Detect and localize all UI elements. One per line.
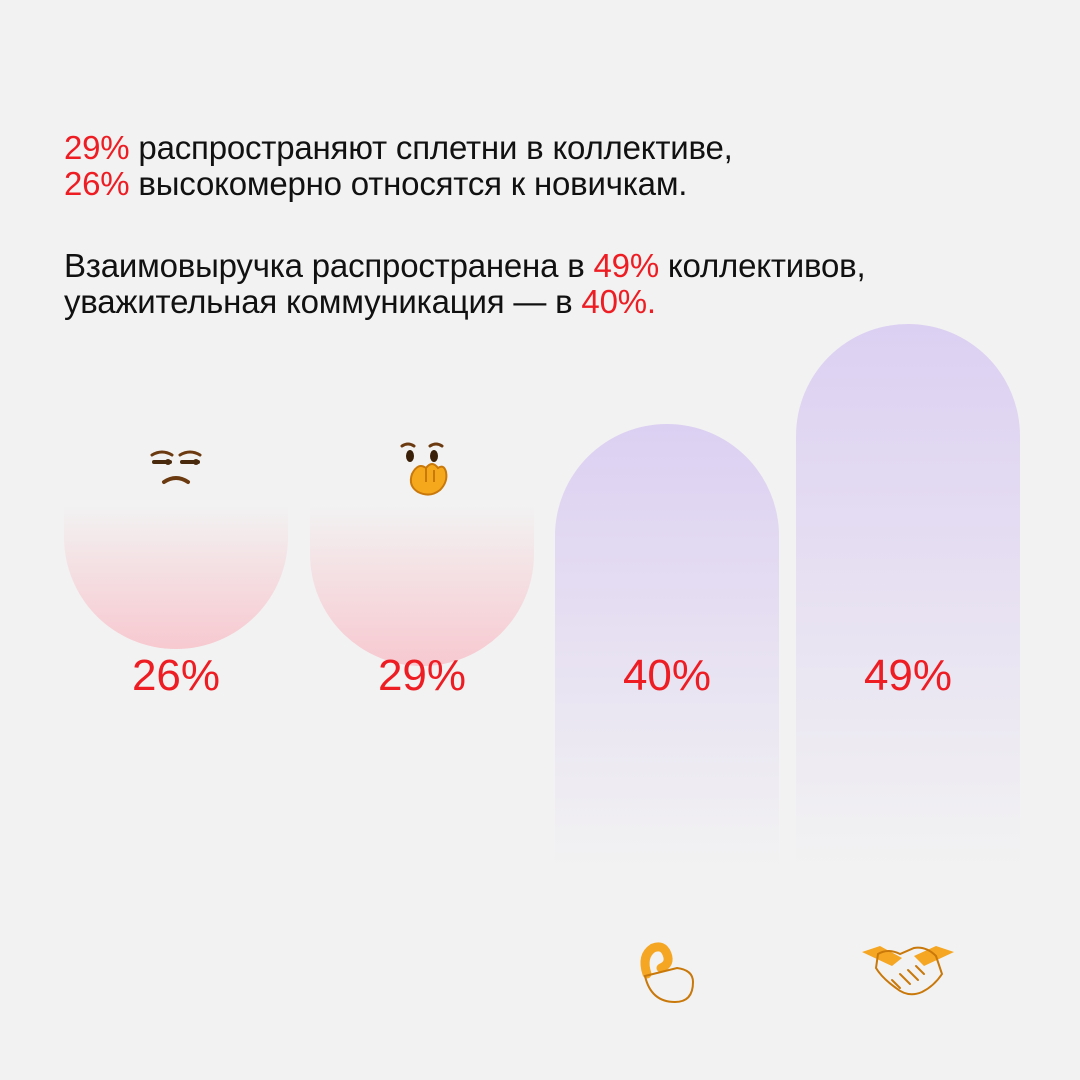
ok-hand-icon [627, 930, 707, 1010]
bar-gossip [310, 505, 534, 666]
stat-line-respect: уважительная коммуникация — в 40%. [64, 284, 1024, 320]
face-with-hand-over-mouth-icon [382, 422, 462, 502]
stat-text-gossip: распространяют сплетни в коллективе, [129, 129, 733, 166]
bar-label-mutual-aid: 49% [863, 651, 953, 700]
stat-text-arrogance: высокомерно относятся к новичкам. [129, 165, 688, 202]
stat-value-respect: 40%. [581, 283, 656, 320]
bar-label-arrogance: 26% [131, 651, 221, 700]
stat-line-mutual-aid: Взаимовыручка распространена в 49% колле… [64, 248, 1024, 284]
stat-value-mutual-aid: 49% [593, 247, 660, 284]
bar-respect [555, 424, 779, 870]
intro-negative-stats: 29% распространяют сплетни в коллективе,… [64, 130, 1024, 202]
handshake-icon [858, 930, 958, 1010]
bar-label-gossip: 29% [377, 651, 467, 700]
stat-line-gossip: 29% распространяют сплетни в коллективе, [64, 130, 1024, 166]
stat-value-gossip: 29% [64, 129, 130, 166]
bar-label-respect: 40% [622, 651, 712, 700]
unamused-face-icon [136, 422, 216, 502]
stat-tail-mutual-aid: коллективов, [658, 247, 866, 284]
stat-line-arrogance: 26% высокомерно относятся к новичкам. [64, 166, 1024, 202]
stat-value-arrogance: 26% [64, 165, 130, 202]
bar-mutual-aid [796, 324, 1020, 870]
intro-positive-stats: Взаимовыручка распространена в 49% колле… [64, 248, 1024, 320]
bar-arrogance [64, 505, 288, 650]
stat-text-respect: уважительная коммуникация — в [64, 283, 582, 320]
stat-text-mutual-aid: Взаимовыручка распространена в [64, 247, 594, 284]
